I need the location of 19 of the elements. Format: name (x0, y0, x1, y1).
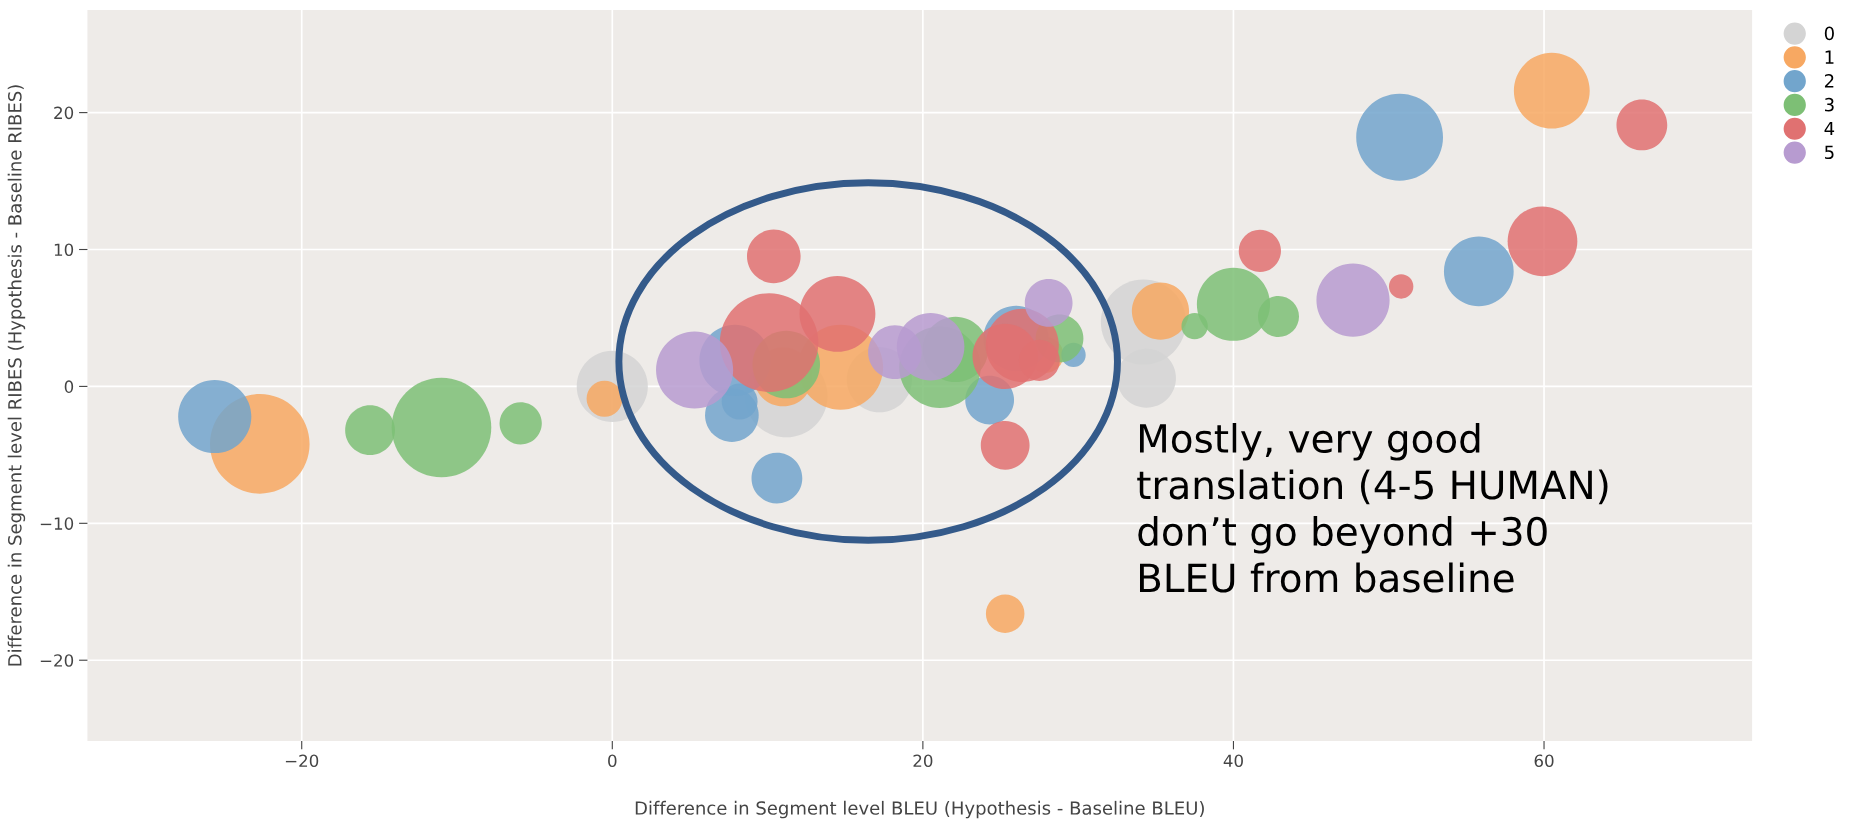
legend-label: 3 (1825, 97, 1834, 112)
x-tick-label: 0 (608, 754, 617, 768)
y-tick-label: 0 (64, 380, 74, 393)
legend-label: 1 (1825, 50, 1834, 64)
y-tick-label: 10 (54, 243, 74, 257)
annotation: Mostly, very good translation (4-5 HUMAN) don’t go beyond +30 BLEU from baseline (1137, 422, 1608, 593)
x-tick-label: 20 (913, 754, 933, 768)
y-tick-label: 20 (54, 106, 74, 120)
legend-label: 4 (1824, 121, 1835, 136)
x-tick-label: −20 (285, 754, 319, 768)
x-axis-title: Difference in Segment level BLEU (Hypothesis - Baseline BLEU) (635, 800, 1204, 819)
legend-label: 2 (1824, 74, 1834, 88)
y-tick-label: −10 (40, 517, 74, 530)
y-axis-title: Difference in Segment level RIBES (Hypothesis - Baseline RIBES) (7, 85, 26, 666)
x-tick-label: 60 (1534, 754, 1554, 768)
y-tick-label: −20 (40, 654, 74, 667)
legend-label: 0 (1824, 26, 1834, 41)
x-tick-label: 40 (1223, 754, 1243, 768)
legend-label: 5 (1825, 145, 1834, 160)
